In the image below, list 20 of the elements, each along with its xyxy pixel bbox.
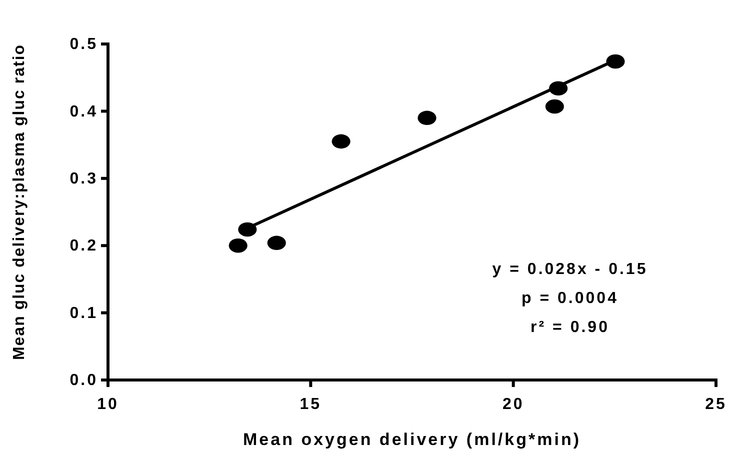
point: [228, 238, 248, 253]
y-axis-title: Mean gluc delivery:plasma gluc ratio: [11, 44, 28, 360]
x-tick-label: 10: [97, 396, 119, 414]
x-axis-title: Mean oxygen delivery (ml/kg*min): [243, 430, 581, 449]
y-tick-label: 0.4: [70, 103, 98, 120]
x-tick-label: 20: [502, 396, 524, 414]
y-tick-label: 0.1: [70, 304, 98, 322]
point: [418, 110, 436, 126]
y-tick-label: 0.5: [70, 36, 98, 54]
y-tick-label: 0.3: [70, 170, 98, 188]
y-tick-label: 0.0: [70, 372, 98, 390]
point: [545, 99, 564, 114]
y-tick-label: 0.2: [70, 238, 98, 255]
point: [332, 134, 350, 149]
point: [267, 236, 286, 250]
annotation: p = 0.0004: [522, 290, 618, 307]
x-tick-label: 25: [705, 396, 727, 414]
annotation: r² = 0.90: [530, 319, 610, 336]
annotation: y = 0.028x - 0.15: [492, 261, 648, 278]
x-tick-label: 15: [300, 396, 322, 414]
